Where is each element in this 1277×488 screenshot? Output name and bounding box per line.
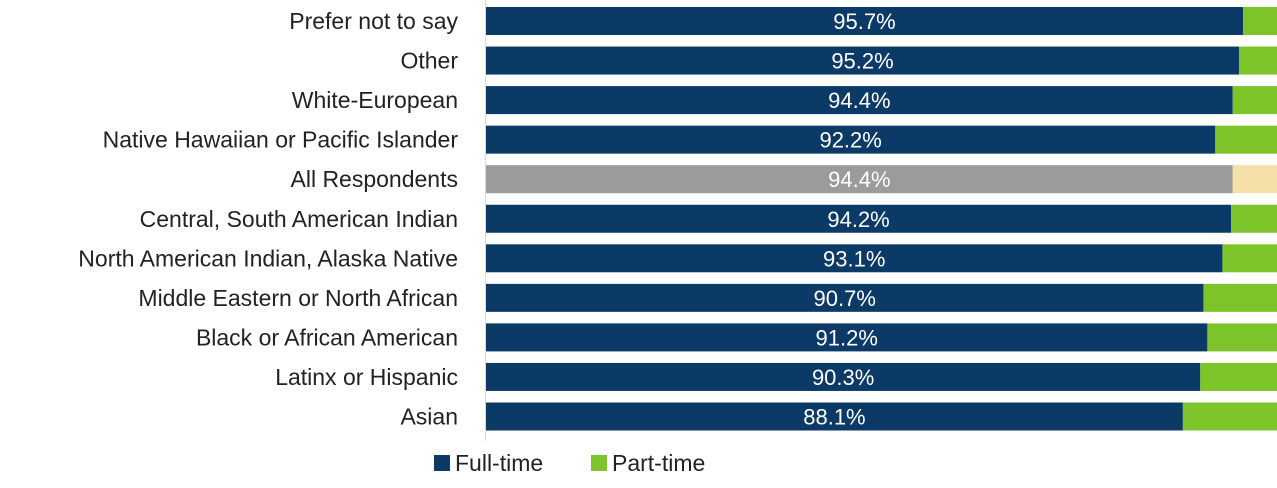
data-label-full-time: 90.7%: [814, 286, 876, 311]
category-label: Other: [400, 48, 458, 74]
category-label: All Respondents: [291, 166, 459, 192]
category-label: Latinx or Hispanic: [275, 364, 458, 390]
data-label-full-time: 90.3%: [812, 365, 874, 390]
bar-full-time: [486, 165, 1233, 194]
bar-part-time: [1203, 283, 1277, 312]
category-label: White-European: [292, 87, 458, 113]
bar-full-time: [486, 204, 1232, 233]
bar-part-time: [1222, 244, 1277, 273]
data-label-full-time: 94.4%: [828, 167, 890, 192]
data-label-full-time: 92.2%: [819, 128, 881, 153]
category-label: Native Hawaiian or Pacific Islander: [103, 127, 459, 153]
bar-full-time: [486, 402, 1183, 431]
category-label: North American Indian, Alaska Native: [78, 245, 458, 271]
category-label: Middle Eastern or North African: [138, 285, 458, 311]
bar-full-time: [486, 323, 1208, 352]
bar-full-time: [486, 125, 1216, 154]
category-label: Prefer not to say: [289, 8, 458, 34]
bar-part-time: [1215, 125, 1277, 154]
bar-part-time: [1207, 323, 1277, 352]
bar-full-time: [486, 46, 1240, 75]
bar-part-time: [1200, 362, 1277, 391]
bar-full-time: [486, 244, 1223, 273]
bar-full-time: [486, 86, 1233, 115]
bar-part-time: [1232, 86, 1277, 115]
category-label: Central, South American Indian: [140, 206, 458, 232]
category-label: Asian: [400, 404, 458, 430]
bar-full-time: [486, 362, 1201, 391]
legend-swatch: [591, 455, 607, 471]
labels-layer: Prefer not to say 95.7% Other 95.2% White-Eu…: [78, 8, 895, 430]
data-label-full-time: 93.1%: [823, 246, 885, 271]
bar-part-time: [1232, 165, 1277, 194]
data-label-full-time: 94.4%: [828, 88, 890, 113]
bar-part-time: [1239, 46, 1277, 75]
bar-part-time: [1231, 204, 1277, 233]
legend-swatch: [434, 455, 450, 471]
data-label-full-time: 95.2%: [831, 49, 893, 74]
bars-layer: [486, 7, 1277, 431]
legend-label: Part-time: [612, 450, 705, 476]
bar-full-time: [486, 283, 1204, 312]
data-label-full-time: 94.2%: [827, 207, 889, 232]
data-label-full-time: 91.2%: [816, 325, 878, 350]
category-label: Black or African American: [196, 324, 458, 350]
data-label-full-time: 95.7%: [833, 9, 895, 34]
bar-part-time: [1182, 402, 1277, 431]
bar-part-time: [1242, 7, 1277, 35]
legend-label: Full-time: [455, 450, 543, 476]
bar-full-time: [486, 7, 1243, 35]
data-label-full-time: 88.1%: [803, 405, 865, 430]
legend: Full-time Part-time: [434, 450, 705, 476]
